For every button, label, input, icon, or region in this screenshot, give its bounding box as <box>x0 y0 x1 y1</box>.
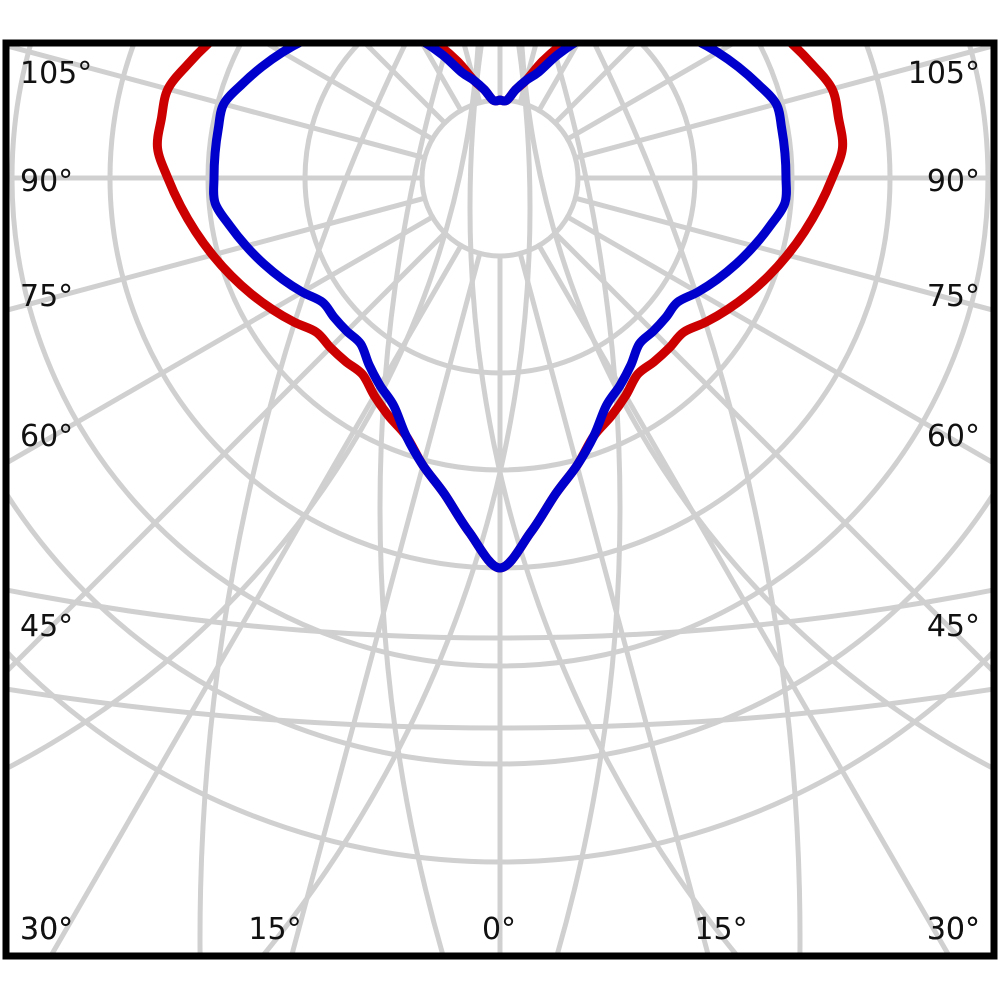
radial-spoke <box>288 250 483 956</box>
radial-spoke <box>517 250 712 956</box>
plot-border-frame <box>2 39 998 960</box>
concentric-ring <box>9 43 991 669</box>
latitude-arc <box>6 685 994 730</box>
axis-label-left-90: 90° <box>20 164 73 199</box>
radial-spoke <box>6 195 428 313</box>
latitude-arc <box>467 43 742 956</box>
left-axis-labels: 105° 90° 75° 60° 45° 30° <box>20 56 92 947</box>
radial-spoke <box>47 243 464 956</box>
axis-label-bottom-30-left: 30° <box>20 912 73 947</box>
series-c90-c270-curve <box>209 43 791 573</box>
radial-spoke <box>565 214 994 467</box>
latitude-arc <box>377 43 452 956</box>
axis-label-right-60: 60° <box>927 419 980 454</box>
concentric-ring <box>302 43 698 376</box>
concentric-ring <box>6 647 994 865</box>
data-series-group <box>152 43 848 573</box>
radial-spoke <box>6 214 435 467</box>
axis-label-right-30: 30° <box>927 912 980 947</box>
axis-label-left-60: 60° <box>20 419 73 454</box>
radial-spoke <box>6 43 428 161</box>
radial-spoke <box>552 230 994 676</box>
latitude-arc <box>198 43 410 956</box>
axis-label-right-90: 90° <box>927 164 980 199</box>
axis-label-right-105: 105° <box>908 56 980 91</box>
latitude-arc <box>258 43 533 956</box>
right-axis-labels: 105° 90° 75° 60° 45° 30° <box>908 56 980 947</box>
latitude-arc <box>6 586 994 640</box>
latitude-arc <box>590 43 802 956</box>
axis-label-bottom-15-left: 15° <box>248 912 301 947</box>
axis-label-bottom-0: 0° <box>482 912 516 947</box>
radial-spoke <box>6 230 448 676</box>
axis-label-bottom-15-right: 15° <box>694 912 747 947</box>
axis-label-left-105: 105° <box>20 56 92 91</box>
radial-spoke <box>572 43 994 161</box>
axis-label-bottom-30-right: 30° <box>927 912 980 947</box>
bottom-axis-labels: 30° 15° 0° 15° 30° <box>20 912 980 947</box>
latitude-arc <box>548 43 623 956</box>
axis-label-left-75: 75° <box>20 279 73 314</box>
axis-label-right-75: 75° <box>927 279 980 314</box>
radial-spoke <box>572 195 994 313</box>
axis-label-left-45: 45° <box>20 609 73 644</box>
axis-label-right-45: 45° <box>927 609 980 644</box>
axis-label-left-30: 30° <box>20 912 73 947</box>
concentric-ring <box>6 488 994 767</box>
radial-spoke <box>536 243 953 956</box>
